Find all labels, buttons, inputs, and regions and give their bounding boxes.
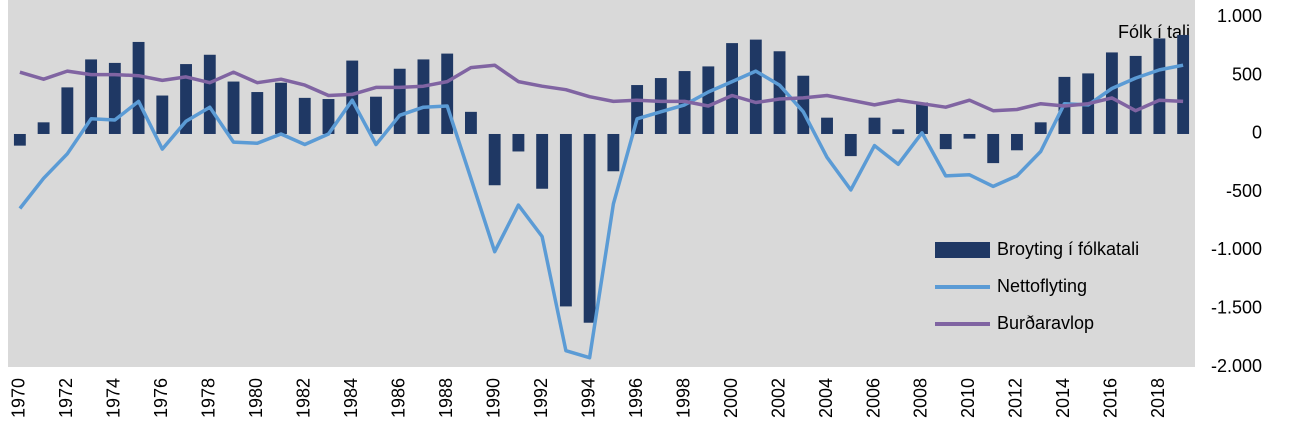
bar [488,133,501,186]
x-tick-label: 1994 [578,378,598,418]
bar [987,133,1000,164]
x-tick-label: 2014 [1053,378,1073,418]
x-tick-label: 2002 [768,378,788,418]
bar [512,133,525,152]
bar [821,117,833,134]
bar [298,97,311,134]
bar [631,85,644,134]
bar [536,133,549,189]
x-tick-label: 2012 [1006,378,1026,418]
bar [654,78,667,134]
x-tick-label: 1992 [531,378,551,418]
y-tick-label: 1.000 [1217,6,1262,26]
y-tick-label: -2.000 [1211,356,1262,376]
bar [156,95,169,134]
x-tick-label: 2006 [863,378,883,418]
x-tick-label: 1984 [341,378,361,418]
x-tick-label: 1986 [388,378,408,418]
bar [939,133,952,150]
bar [417,59,430,134]
bar [227,81,240,134]
bar [441,53,454,134]
y-tick-label: -500 [1226,181,1262,201]
y-tick-label: 0 [1252,123,1262,143]
bar [726,43,739,134]
bar [132,41,145,134]
bar [702,66,715,134]
x-tick-label: 1972 [56,378,76,418]
x-tick-label: 1978 [199,378,219,418]
bar [868,117,881,134]
x-tick-label: 2000 [721,378,741,418]
x-tick-label: 2018 [1148,378,1168,418]
bar [916,102,928,134]
bar [13,133,26,146]
bar [583,133,596,323]
bar [749,39,762,134]
x-tick-label: 1998 [673,378,693,418]
bar [346,60,359,134]
bar [607,133,620,172]
bar [1034,122,1047,134]
y-tick-label: -1.000 [1211,239,1262,259]
x-tick-label: 1988 [436,378,456,418]
bar [180,64,192,134]
bar [773,51,786,134]
bar [1129,55,1142,134]
x-tick-label: 2010 [958,378,978,418]
x-tick-label: 1982 [294,378,314,418]
bar [370,96,382,134]
bar [393,68,406,134]
bar [322,99,335,134]
y-tick-label: 500 [1232,64,1262,84]
bar [1105,52,1118,134]
bar [559,133,572,307]
x-tick-label: 1976 [151,378,171,418]
annotation: Fólk í tali [1118,22,1190,42]
legend-label: Burðaravlop [997,313,1094,333]
bar [963,133,976,139]
x-tick-label: 1996 [626,378,646,418]
bar [251,92,264,134]
bar [797,75,810,134]
bar [892,129,905,134]
legend-label: Broyting í fólkatali [997,239,1139,259]
line [18,63,1184,360]
bar [1011,133,1023,151]
bar [1177,34,1190,134]
bar [203,54,216,134]
bar [37,122,50,134]
bar [275,82,287,134]
bar [108,62,121,134]
line [19,63,1184,113]
y-tick-label: -1.500 [1211,297,1262,317]
x-tick-label: 1980 [246,378,266,418]
x-tick-label: 2004 [816,378,836,418]
bar [464,111,477,134]
x-tick-label: 2016 [1101,378,1121,418]
legend-label: Nettoflyting [997,276,1087,296]
bar [85,59,98,134]
legend-swatch [935,242,990,258]
x-tick-label: 1990 [483,378,503,418]
bar [1153,38,1166,134]
bar [61,87,74,134]
x-tick-label: 1974 [104,378,124,418]
x-tick-label: 1970 [9,378,29,418]
bar [844,133,857,157]
x-tick-label: 2008 [911,378,931,418]
